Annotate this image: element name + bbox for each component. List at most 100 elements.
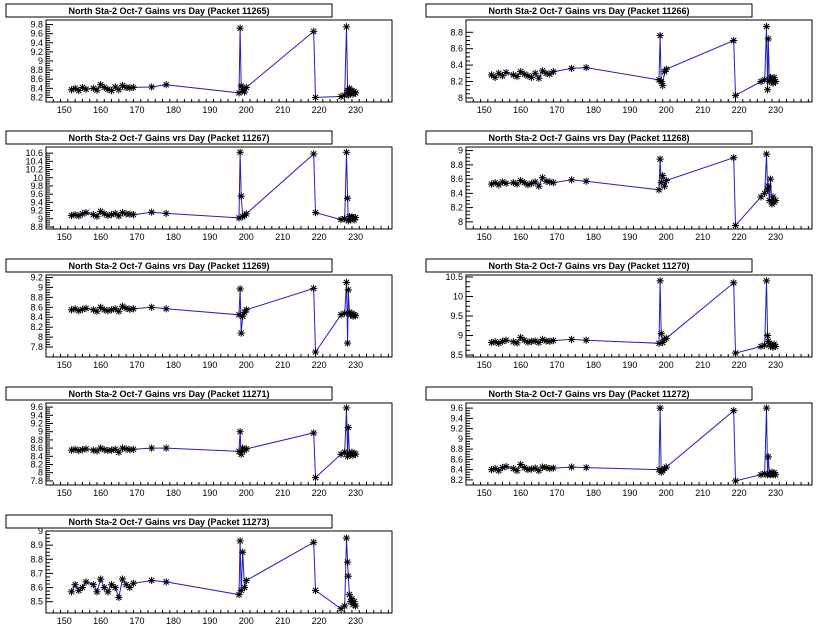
chart-title: North Sta-2 Oct-7 Gains vrs Day (Packet … [68,517,269,527]
chart-title-box [425,258,753,273]
data-point-marker [351,312,360,320]
data-point-marker [343,194,352,202]
data-point-marker [104,588,112,596]
chart-title-box [5,130,333,145]
x-tick-label: 170 [130,616,145,626]
x-tick-label: 150 [57,616,72,626]
data-point-marker [549,68,558,76]
x-tick-label: 210 [695,232,710,242]
data-point-marker [764,182,772,190]
y-tick-label: 9 [458,434,463,444]
data-point-marker [730,36,738,45]
x-tick-label: 150 [57,360,72,370]
y-tick-label: 8.8 [450,444,463,454]
data-point-marker [502,179,510,187]
y-tick-label: 9.2 [30,47,43,57]
data-point-marker [351,213,360,222]
data-point-marker [763,86,772,94]
data-point-marker [162,444,170,452]
y-tick-label: 8.4 [450,60,463,70]
data-point-marker [82,304,90,312]
data-point-marker [351,89,360,97]
data-point-marker [731,477,740,485]
data-point-marker [762,22,771,31]
x-tick-label: 220 [312,232,327,242]
x-tick-label: 180 [166,488,181,498]
y-tick-label: 8.4 [30,451,43,461]
y-tick-label: 8.2 [30,460,43,470]
plot-frame [45,530,393,614]
data-point-marker [93,447,101,455]
data-point-marker [311,586,320,594]
x-tick-label: 220 [312,616,327,626]
y-tick-label: 9.6 [30,29,43,39]
data-point-marker [97,81,105,89]
data-point-marker [531,69,539,77]
data-point-marker [520,179,528,187]
data-point-marker [148,83,156,91]
chart-title-box [5,514,333,529]
data-point-marker [487,71,496,79]
x-tick-label: 200 [239,232,254,242]
data-point-marker [342,148,351,156]
x-tick-label: 230 [348,488,363,498]
data-point-marker [502,336,510,344]
x-tick-label: 200 [239,616,254,626]
series-line [491,26,777,97]
data-point-marker [118,575,127,583]
data-point-marker [582,63,590,72]
x-tick-label: 210 [695,105,710,115]
y-tick-label: 9.2 [30,419,43,429]
data-point-marker [495,69,503,77]
chart-panel-6: North Sta-2 Oct-7 Gains vrs Day (Packet … [425,258,813,370]
y-tick-label: 9.2 [30,272,43,282]
x-tick-label: 190 [202,360,217,370]
data-point-marker [93,588,101,596]
data-point-marker [82,445,90,453]
x-tick-label: 150 [477,105,492,115]
x-tick-label: 180 [166,616,181,626]
y-tick-label: 8 [458,217,463,227]
chart-title-box [425,3,753,18]
data-point-marker [730,154,738,162]
data-point-marker [342,404,351,412]
data-point-marker [502,68,510,77]
data-point-marker [82,578,90,586]
y-tick-label: 8.2 [30,92,43,102]
data-point-marker [527,73,536,81]
data-point-marker [122,581,130,589]
data-point-marker [111,83,119,91]
data-point-marker [97,207,105,215]
chart-title-box [425,130,753,145]
chart-title: North Sta-2 Oct-7 Gains vrs Day (Packet … [488,6,689,16]
x-tick-label: 230 [768,105,783,115]
x-tick-label: 150 [477,488,492,498]
data-point-marker [310,429,318,437]
y-tick-label: 9.6 [30,189,43,199]
y-tick-label: 8.8 [30,222,43,232]
data-point-marker [242,306,250,314]
data-point-marker [764,35,772,43]
x-tick-label: 150 [57,105,72,115]
plot-frame [45,274,393,358]
x-tick-label: 160 [93,360,108,370]
data-point-marker [495,181,503,189]
data-point-marker [240,583,249,592]
data-point-marker [771,342,780,351]
x-tick-label: 170 [130,360,145,370]
y-tick-label: 8.4 [30,312,43,322]
y-tick-label: 8.8 [450,27,463,37]
data-point-marker [311,209,320,217]
y-tick-label: 9.4 [450,413,463,423]
chart-panel-5: North Sta-2 Oct-7 Gains vrs Day (Packet … [5,258,393,370]
series-line [71,282,356,354]
y-tick-label: 8.2 [30,322,43,332]
data-point-marker [97,303,105,311]
data-point-marker [115,593,123,602]
x-tick-label: 170 [130,105,145,115]
x-tick-label: 210 [275,360,290,370]
data-point-marker [730,279,738,287]
data-point-marker [656,155,664,163]
data-point-marker [236,24,244,32]
data-point-marker [162,81,170,89]
